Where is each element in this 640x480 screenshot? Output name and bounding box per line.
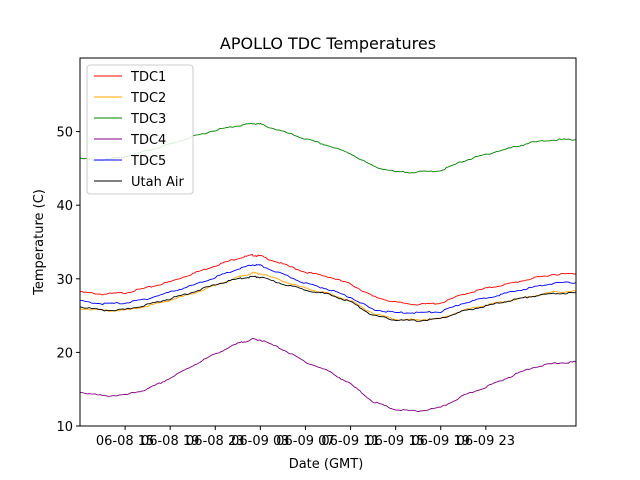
y-tick-label: 40 (56, 199, 73, 214)
x-tick-label: 06-09 15 (366, 434, 424, 449)
series-line-tdc5 (79, 264, 577, 314)
legend-label: TDC1 (130, 70, 166, 85)
legend-label: TDC5 (130, 154, 166, 169)
series-line-tdc1 (79, 253, 577, 306)
plot-frame (79, 57, 577, 427)
x-tick-label: 06-08 19 (141, 434, 199, 449)
legend-label: TDC3 (130, 112, 166, 127)
x-tick-label: 06-09 23 (457, 434, 515, 449)
x-tick-label: 06-09 07 (276, 434, 334, 449)
y-axis: 10 20 30 40 50 (56, 126, 80, 435)
legend: TDC1 TDC2 TDC3 TDC4 TDC5 Utah Air (86, 64, 194, 195)
series-line-utah-air (79, 275, 577, 322)
x-tick-label: 06-09 03 (231, 434, 289, 449)
x-axis-label: Date (GMT) (289, 457, 364, 472)
y-tick-label: 50 (56, 126, 73, 141)
y-axis-label: Temperature (C) (32, 189, 47, 296)
legend-label: TDC4 (130, 133, 166, 148)
legend-label: Utah Air (131, 175, 184, 190)
chart-title: APOLLO TDC Temperatures (220, 34, 436, 53)
x-tick-label: 06-09 11 (321, 434, 379, 449)
legend-label: TDC2 (130, 91, 166, 106)
x-tick-label: 06-08 15 (96, 434, 154, 449)
x-tick-label: 06-09 19 (412, 434, 470, 449)
x-tick-label: 06-08 23 (186, 434, 244, 449)
series-line-tdc4 (79, 337, 577, 413)
series-line-tdc2 (79, 271, 577, 321)
y-tick-label: 30 (56, 273, 73, 288)
y-tick-label: 20 (56, 346, 73, 361)
y-tick-label: 10 (56, 420, 73, 435)
